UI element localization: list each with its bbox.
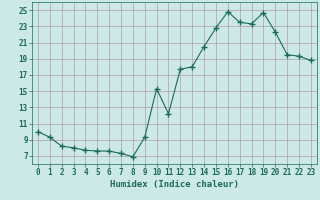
X-axis label: Humidex (Indice chaleur): Humidex (Indice chaleur) — [110, 180, 239, 189]
